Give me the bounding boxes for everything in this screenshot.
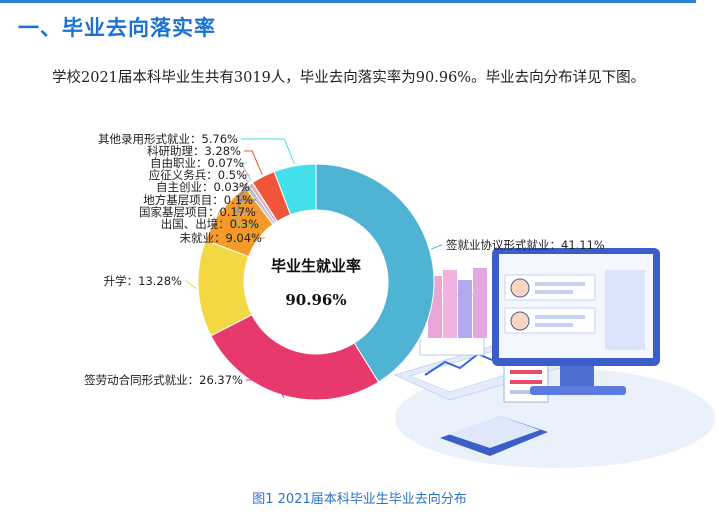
slice-labels: 签就业协议形式就业：41.11% 签劳动合同形式就业：26.37% 升学：13.28… — [84, 132, 605, 387]
slice-0-label: 签就业协议形式就业：41.11% — [446, 238, 605, 252]
slice-3-leader — [209, 209, 265, 239]
slice-11-leader — [241, 138, 295, 165]
center-value: 90.96% — [285, 291, 346, 309]
slice-9-leader — [240, 162, 252, 182]
slice-10-label: 科研助理：3.28% — [147, 144, 241, 158]
top-rule — [0, 0, 696, 3]
center-title: 毕业生就业率 — [271, 257, 361, 275]
figure-caption: 图1 2021届本科毕业生毕业去向分布 — [252, 492, 467, 507]
slice-6-label: 地方基层项目：0.1% — [143, 193, 253, 207]
office-illustration — [393, 248, 715, 468]
slice-4-label: 出国、出境：0.3% — [161, 217, 259, 231]
slice-5-label: 国家基层项目：0.17% — [139, 205, 256, 219]
slice-1-leader — [246, 379, 285, 398]
slice-11-label: 其他录用形式就业：5.76% — [98, 132, 238, 146]
slice-0-leader — [431, 244, 442, 250]
slice-2-leader — [185, 280, 197, 290]
slice-7-label: 自主创业：0.03% — [156, 180, 250, 194]
slice-11-arc — [273, 163, 317, 216]
slice-3-label: 未就业：9.04% — [179, 231, 262, 245]
slice-5-leader — [235, 183, 259, 213]
slice-8-label: 应征义务兵：0.5% — [149, 168, 247, 182]
slice-8-leader — [237, 174, 250, 183]
slice-9-label: 自由职业：0.07% — [150, 156, 244, 170]
slice-1-label: 签劳动合同形式就业：26.37% — [84, 373, 243, 387]
slice-1-arc — [210, 314, 380, 401]
slice-2-label: 升学：13.28% — [104, 274, 182, 288]
slice-10-leader — [244, 150, 263, 175]
donut-ring — [197, 163, 435, 401]
slice-0-arc — [315, 163, 435, 383]
slice-7-leader — [237, 182, 253, 188]
section-heading: 一、毕业去向落实率 — [18, 16, 216, 40]
intro-paragraph: 学校2021届本科毕业生共有3019人，毕业去向落实率为90.96%。毕业去向分… — [52, 70, 646, 86]
employment-donut-chart: 签就业协议形式就业：41.11% 签劳动合同形式就业：26.37% 升学：13.28… — [84, 132, 715, 468]
leader-lines — [185, 138, 442, 398]
slice-6-leader — [236, 183, 256, 201]
